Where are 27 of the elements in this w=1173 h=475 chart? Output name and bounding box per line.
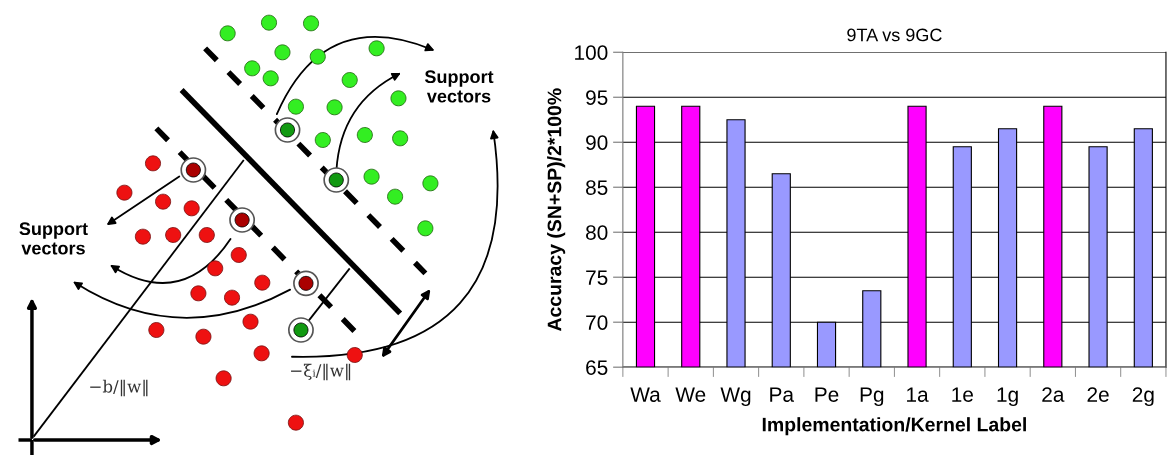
text: Support vectors bbox=[19, 222, 88, 255]
x-tick-label: Pg bbox=[860, 387, 884, 407]
x-tick-label: Pe bbox=[815, 387, 839, 402]
y-tick-label: 65 bbox=[586, 360, 608, 375]
x-tick-label: Pa bbox=[770, 387, 795, 402]
x-tick-label: 2e bbox=[1087, 387, 1109, 402]
x-tick-label: We bbox=[675, 387, 706, 402]
x-tick-label: Wg bbox=[720, 387, 751, 407]
chart-title: 9TA vs 9GC bbox=[847, 28, 942, 42]
text: −ξᵢ/‖w‖ bbox=[291, 363, 351, 381]
y-tick-label: 100 bbox=[575, 45, 608, 60]
text: Support vectors bbox=[424, 70, 494, 103]
y-tick-label: 75 bbox=[586, 270, 608, 285]
y-tick-label: 70 bbox=[586, 315, 608, 330]
y-tick-label: 90 bbox=[586, 135, 608, 150]
x-tick-label: 2g bbox=[1132, 387, 1154, 407]
x-tick-label: 1g bbox=[997, 387, 1018, 407]
y-tick-label: 80 bbox=[586, 225, 608, 240]
y-tick-label: 95 bbox=[586, 90, 608, 105]
x-tick-label: 1a bbox=[907, 387, 929, 402]
x-tick-label: 1e bbox=[952, 387, 973, 402]
x-axis-title: Implementation/Kernel Label bbox=[762, 417, 1026, 436]
y-tick-label: 85 bbox=[586, 180, 608, 195]
x-tick-label: Wa bbox=[630, 387, 661, 402]
x-tick-label: 2a bbox=[1042, 387, 1065, 402]
text: −b/‖w‖ bbox=[90, 379, 148, 397]
y-axis-title: Accuracy (SN+SP)/2*100% bbox=[547, 88, 566, 332]
